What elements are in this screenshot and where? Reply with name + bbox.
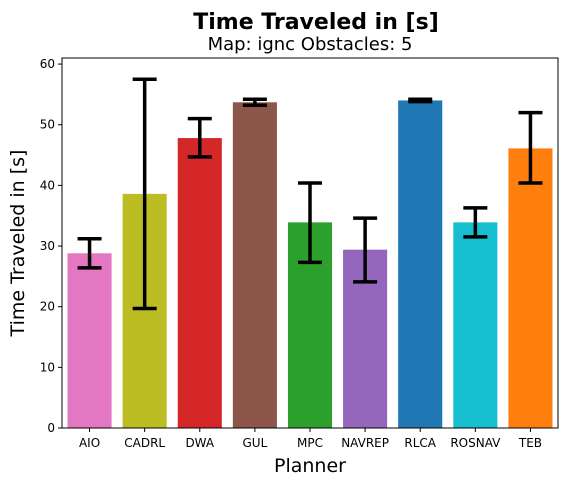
y-tick-label: 40 — [40, 178, 55, 192]
x-axis-label: Planner — [274, 455, 346, 477]
y-tick-label: 60 — [40, 57, 55, 71]
bars-layer — [67, 100, 553, 429]
y-tick-label: 30 — [40, 239, 55, 253]
y-axis-label: Time Traveled in [s] — [7, 150, 29, 338]
bar-aio — [67, 253, 112, 428]
bar-gul — [232, 102, 277, 428]
y-tick-label: 20 — [40, 300, 55, 314]
chart-title: Map: ignc Obstacles: 5 — [208, 34, 413, 55]
x-axis-ticks: AIO CADRL DWA GUL MPC NAVREP RLCA ROSNAV TEB — [79, 428, 542, 450]
x-tick-label: GUL — [242, 436, 267, 450]
error-bars-layer — [77, 77, 543, 311]
x-tick-label: RLCA — [404, 436, 436, 450]
y-tick-label: 10 — [40, 360, 55, 374]
figure-suptitle: Time Traveled in [s] — [193, 10, 439, 35]
x-tick-label: TEB — [518, 436, 542, 450]
bar-rlca — [398, 100, 443, 428]
bar-rosnav — [453, 222, 498, 428]
x-tick-label: DWA — [185, 436, 214, 450]
y-tick-label: 0 — [47, 421, 55, 435]
bar-dwa — [177, 138, 222, 429]
x-tick-label: AIO — [79, 436, 100, 450]
x-tick-label: ROSNAV — [450, 436, 501, 450]
x-tick-label: MPC — [297, 436, 323, 450]
x-tick-label: NAVREP — [341, 436, 389, 450]
y-axis-ticks: 0 10 20 30 40 50 60 — [40, 57, 62, 435]
y-tick-label: 50 — [40, 118, 55, 132]
bar-teb — [508, 148, 553, 428]
x-tick-label: CADRL — [124, 436, 165, 450]
